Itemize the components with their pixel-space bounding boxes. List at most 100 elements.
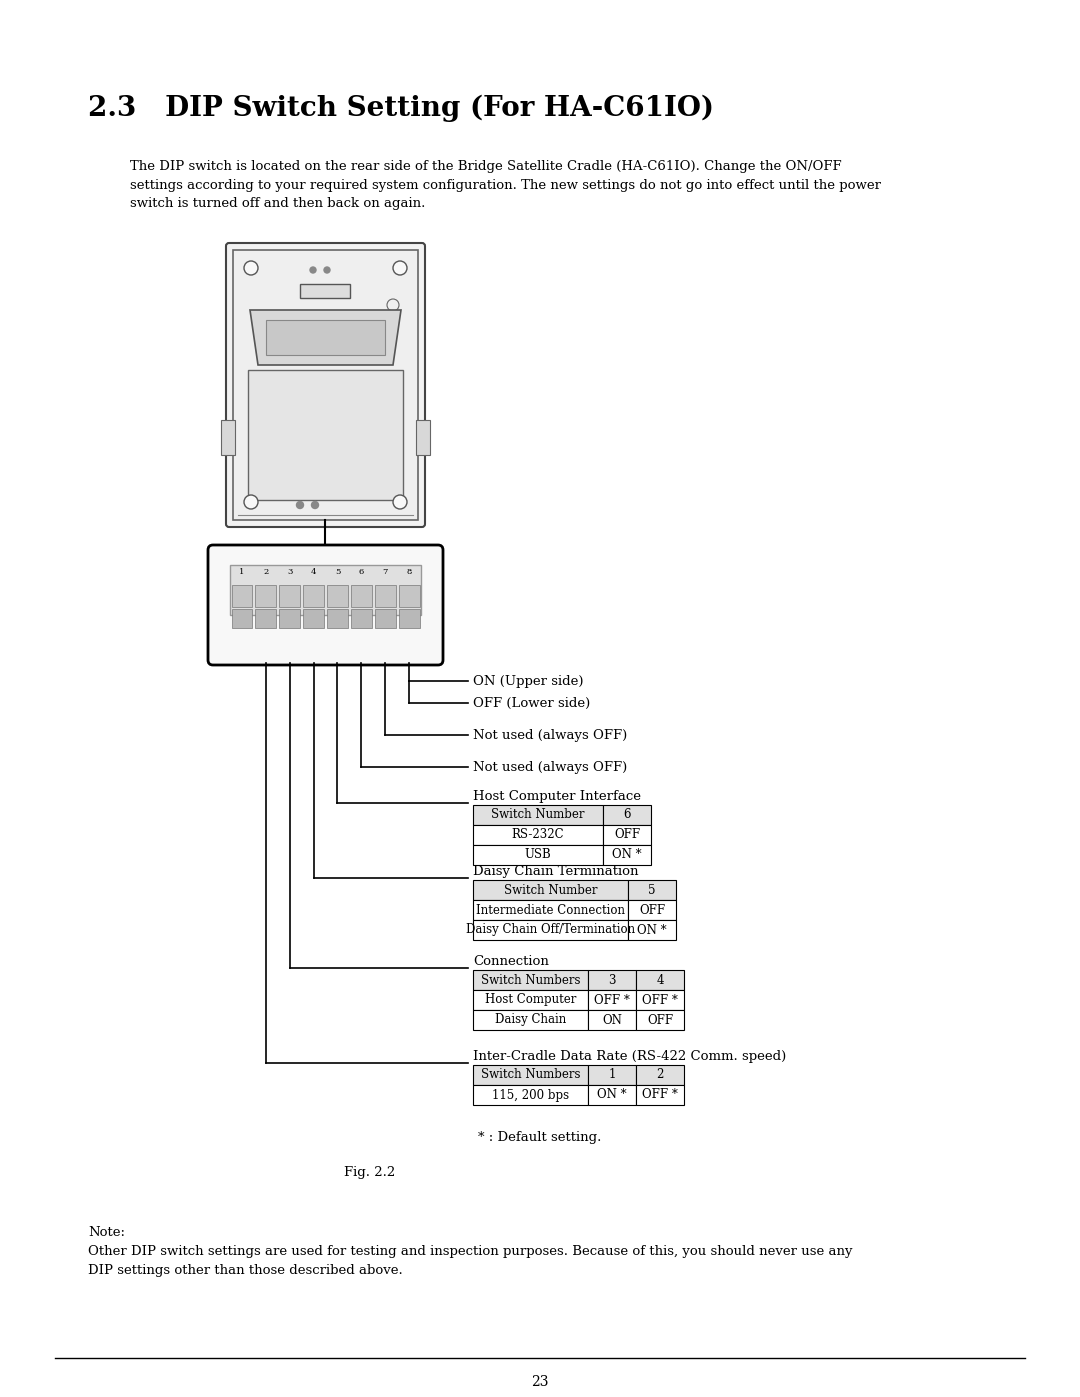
Bar bbox=[473, 1085, 588, 1105]
Bar bbox=[603, 826, 651, 845]
Bar bbox=[473, 990, 588, 1010]
Bar bbox=[399, 585, 419, 608]
FancyBboxPatch shape bbox=[226, 243, 426, 527]
Bar bbox=[221, 420, 235, 455]
Text: 2: 2 bbox=[264, 569, 269, 576]
Bar bbox=[588, 990, 636, 1010]
Circle shape bbox=[311, 502, 319, 509]
Text: 23: 23 bbox=[531, 1375, 549, 1389]
Text: 2: 2 bbox=[657, 1069, 664, 1081]
Text: 3: 3 bbox=[608, 974, 616, 986]
Text: Connection: Connection bbox=[473, 956, 549, 968]
Text: Switch Numbers: Switch Numbers bbox=[481, 974, 580, 986]
Bar bbox=[399, 609, 419, 629]
Text: Inter-Cradle Data Rate (RS-422 Comm. speed): Inter-Cradle Data Rate (RS-422 Comm. spe… bbox=[473, 1051, 786, 1063]
Text: The DIP switch is located on the rear side of the Bridge Satellite Cradle (HA-C6: The DIP switch is located on the rear si… bbox=[130, 161, 881, 210]
Text: 3: 3 bbox=[287, 569, 293, 576]
Bar bbox=[231, 585, 253, 608]
Text: 1: 1 bbox=[608, 1069, 616, 1081]
Bar bbox=[473, 880, 627, 900]
Text: 6: 6 bbox=[623, 809, 631, 821]
Text: Daisy Chain: Daisy Chain bbox=[495, 1013, 566, 1027]
Text: Intermediate Connection: Intermediate Connection bbox=[476, 904, 625, 916]
Circle shape bbox=[297, 502, 303, 509]
Text: Not used (always OFF): Not used (always OFF) bbox=[473, 760, 627, 774]
Text: ON *: ON * bbox=[597, 1088, 626, 1101]
Bar bbox=[473, 1010, 588, 1030]
Bar bbox=[327, 609, 348, 629]
Bar bbox=[588, 1085, 636, 1105]
Text: OFF *: OFF * bbox=[643, 1088, 678, 1101]
Circle shape bbox=[393, 495, 407, 509]
Bar bbox=[351, 609, 372, 629]
Bar bbox=[636, 1085, 684, 1105]
Bar bbox=[255, 585, 276, 608]
Text: USB: USB bbox=[525, 848, 552, 862]
Bar bbox=[351, 585, 372, 608]
Bar bbox=[303, 585, 324, 608]
Text: ON *: ON * bbox=[612, 848, 642, 862]
Bar bbox=[588, 1010, 636, 1030]
Bar bbox=[473, 805, 603, 826]
Bar bbox=[627, 900, 676, 921]
Text: OFF: OFF bbox=[647, 1013, 673, 1027]
Bar bbox=[473, 970, 588, 990]
Bar bbox=[255, 609, 276, 629]
Bar bbox=[473, 1065, 588, 1085]
Bar bbox=[303, 609, 324, 629]
Bar bbox=[416, 420, 430, 455]
Bar bbox=[588, 970, 636, 990]
Text: Switch Numbers: Switch Numbers bbox=[481, 1069, 580, 1081]
Bar bbox=[636, 1010, 684, 1030]
Bar bbox=[280, 585, 300, 608]
Circle shape bbox=[387, 299, 399, 312]
Text: 5: 5 bbox=[648, 883, 656, 897]
Bar bbox=[603, 845, 651, 865]
Bar bbox=[375, 609, 395, 629]
Text: Switch Number: Switch Number bbox=[491, 809, 584, 821]
Polygon shape bbox=[249, 310, 401, 365]
Text: 7: 7 bbox=[382, 569, 388, 576]
Text: OFF: OFF bbox=[613, 828, 640, 841]
Text: Daisy Chain Off/Termination: Daisy Chain Off/Termination bbox=[465, 923, 635, 936]
Bar bbox=[603, 805, 651, 826]
Bar bbox=[636, 970, 684, 990]
Text: Note:
Other DIP switch settings are used for testing and inspection purposes. Be: Note: Other DIP switch settings are used… bbox=[87, 1227, 852, 1277]
Circle shape bbox=[393, 261, 407, 275]
Bar bbox=[627, 880, 676, 900]
Bar bbox=[327, 585, 348, 608]
Text: ON: ON bbox=[602, 1013, 622, 1027]
Text: 2.3   DIP Switch Setting (For HA-C61IO): 2.3 DIP Switch Setting (For HA-C61IO) bbox=[87, 95, 714, 123]
Bar bbox=[473, 921, 627, 940]
Text: Not used (always OFF): Not used (always OFF) bbox=[473, 728, 627, 742]
Bar bbox=[266, 320, 384, 355]
Text: RS-232C: RS-232C bbox=[512, 828, 565, 841]
Text: OFF (Lower side): OFF (Lower side) bbox=[473, 697, 591, 710]
Circle shape bbox=[244, 495, 258, 509]
Text: * : Default setting.: * : Default setting. bbox=[478, 1132, 602, 1144]
Bar bbox=[280, 609, 300, 629]
Text: 4: 4 bbox=[657, 974, 664, 986]
Bar bbox=[473, 845, 603, 865]
Text: 5: 5 bbox=[335, 569, 340, 576]
Bar bbox=[230, 564, 421, 615]
Bar bbox=[473, 900, 627, 921]
Text: 4: 4 bbox=[311, 569, 316, 576]
Bar bbox=[588, 1065, 636, 1085]
Text: 1: 1 bbox=[240, 569, 245, 576]
Text: OFF: OFF bbox=[639, 904, 665, 916]
Bar bbox=[231, 609, 253, 629]
Text: 6: 6 bbox=[359, 569, 364, 576]
Text: Fig. 2.2: Fig. 2.2 bbox=[345, 1166, 395, 1179]
Text: Switch Number: Switch Number bbox=[503, 883, 597, 897]
Text: 8: 8 bbox=[406, 569, 411, 576]
Bar bbox=[636, 1065, 684, 1085]
Text: ON *: ON * bbox=[637, 923, 666, 936]
Text: ON (Upper side): ON (Upper side) bbox=[473, 675, 583, 687]
Bar bbox=[636, 990, 684, 1010]
FancyBboxPatch shape bbox=[208, 545, 443, 665]
Text: OFF *: OFF * bbox=[643, 993, 678, 1006]
Bar bbox=[375, 585, 395, 608]
Text: Host Computer Interface: Host Computer Interface bbox=[473, 789, 642, 803]
Bar bbox=[233, 250, 418, 520]
